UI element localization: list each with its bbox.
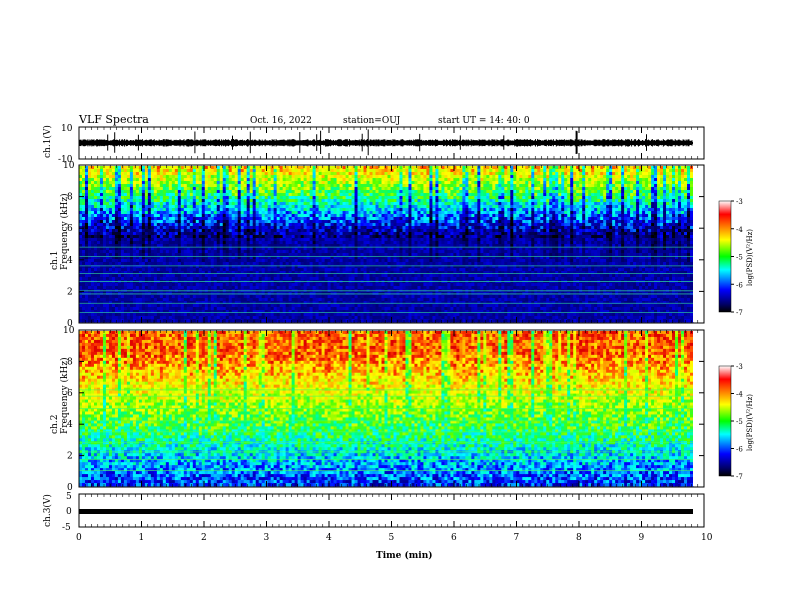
colorbar-tick-label: -3: [736, 198, 743, 206]
ch1-waveform-ylabel: ch.1(V): [42, 125, 53, 158]
ch3-ytick-bottom: -5: [62, 523, 71, 533]
x-tick-label: 1: [139, 533, 145, 543]
ch1-spec-ylabel-freq: Frequency (kHz): [59, 193, 70, 270]
ch2-spectrogram-yticks: 0 2 4 6 8 10: [63, 326, 704, 493]
date-label: Oct. 16, 2022: [250, 116, 312, 126]
y-tick-label: 2: [67, 452, 73, 462]
ch2-spectrogram-heatmap: [79, 331, 704, 487]
y-tick-label: 0: [67, 483, 73, 493]
colorbar-tick-label: -5: [736, 254, 743, 262]
figure-title: VLF Spectra: [78, 113, 149, 126]
colorbar-tick-label: -4: [736, 391, 743, 399]
colorbar-tick-label: -6: [736, 281, 743, 289]
x-tick-label: 4: [326, 533, 332, 543]
y-tick-label: 4: [67, 256, 73, 266]
y-tick-label: 10: [63, 161, 75, 171]
y-tick-label: 0: [67, 319, 73, 329]
x-axis-label: Time (min): [376, 550, 433, 561]
colorbar-ch2-gradient: [718, 365, 732, 477]
x-tick-label: 5: [389, 533, 395, 543]
colorbar-tick-label: -7: [736, 473, 743, 481]
ch2-spec-ylabel-freq: Frequency (kHz): [59, 357, 70, 434]
x-tick-label: 8: [576, 533, 582, 543]
colorbar-ch2: -3 -4 -5 -6 -7 log(PSD)(V²/Hz): [718, 363, 754, 481]
ch3-waveform-trace: [79, 509, 693, 514]
y-tick-label: 4: [67, 420, 73, 430]
x-tick-label: 2: [201, 533, 207, 543]
colorbar-tick-label: -7: [736, 309, 743, 317]
x-tick-label: 9: [639, 533, 645, 543]
colorbar-ch1-label: log(PSD)(V²/Hz): [746, 229, 754, 286]
ch1-spectrogram-ylabel: ch.1: [50, 251, 60, 270]
station-label: station=OUJ: [343, 116, 401, 126]
ch3-ytick-mid: 0: [66, 507, 72, 517]
ch1-waveform-trace: [78, 129, 693, 156]
ch3-waveform-ylabel: ch.3(V): [42, 494, 53, 527]
x-tick-label: 10: [701, 533, 713, 543]
colorbar-tick-label: -3: [736, 363, 743, 371]
x-axis-ticks: 0 1 2 3 4 5 6 7 8 9 10: [76, 127, 713, 543]
ch1-spectrogram-heatmap: [79, 166, 704, 323]
colorbar-ch1: -3 -4 -5 -6 -7 log(PSD)(V²/Hz): [718, 198, 754, 317]
ch3-ytick-top: 5: [66, 492, 72, 502]
y-tick-label: 6: [67, 389, 73, 399]
y-tick-label: 8: [67, 193, 73, 203]
colorbar-tick-label: -5: [736, 418, 743, 426]
x-tick-label: 0: [76, 533, 82, 543]
ch1-spec-ylabel-channel: ch.1: [50, 251, 60, 270]
y-tick-label: 2: [67, 287, 73, 297]
x-tick-label: 6: [451, 533, 457, 543]
colorbar-ch1-gradient: [718, 200, 732, 313]
x-tick-label: 3: [264, 533, 270, 543]
y-tick-label: 6: [67, 224, 73, 234]
ch1-ytick-bottom: -10: [58, 155, 73, 165]
y-tick-label: 10: [63, 326, 75, 336]
colorbar-ch2-label: log(PSD)(V²/Hz): [746, 394, 754, 451]
start-ut-label: start UT = 14: 40: 0: [438, 116, 530, 126]
colorbar-tick-label: -4: [736, 226, 743, 234]
x-tick-label: 7: [514, 533, 520, 543]
ch2-spec-ylabel-channel: ch.2: [50, 415, 60, 434]
y-tick-label: 8: [67, 357, 73, 367]
ch1-spectrogram-yticks: 0 2 4 6 8 10: [63, 161, 704, 329]
colorbar-tick-label: -6: [736, 446, 743, 454]
ch1-ytick-top: 10: [61, 124, 73, 134]
